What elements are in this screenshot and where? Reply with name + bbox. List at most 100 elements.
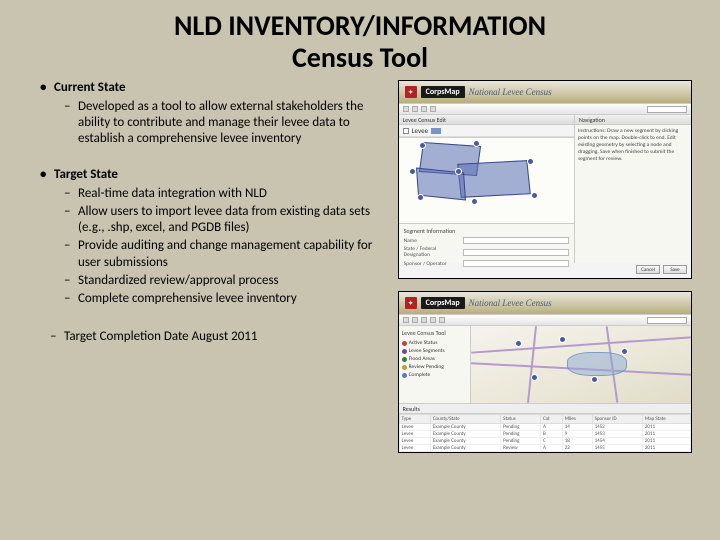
toolbar-button[interactable]: [412, 106, 418, 112]
tree-item-label: Review Pending: [409, 364, 444, 370]
toolbar-button[interactable]: [421, 106, 427, 112]
navigation-instructions: Instructions: Draw a new segment by clic…: [578, 128, 688, 162]
field-label-name: Name: [404, 238, 459, 244]
table-cell: 2011: [642, 431, 690, 438]
table-cell: Example County: [430, 445, 500, 452]
results-title: Results: [399, 404, 691, 414]
target-completion: Target Completion Date August 2011: [40, 329, 386, 345]
name-input[interactable]: [463, 237, 569, 244]
text-column: Current State Developed as a tool to all…: [40, 80, 386, 453]
table-cell: Levee: [399, 438, 430, 445]
map-canvas[interactable]: [399, 137, 574, 223]
table-cell: 18: [562, 438, 592, 445]
status-dot-icon: [402, 373, 407, 378]
layer-label: Levee: [412, 126, 428, 135]
tree-item-label: Active Status: [409, 340, 438, 346]
table-row[interactable]: LeveeExample CountyPendingB914532011: [399, 431, 690, 438]
segment-info-title: Segment Information: [404, 227, 569, 235]
target-item: Provide auditing and change management c…: [54, 238, 386, 271]
layers-panel-header: Levee Census Edit: [399, 115, 574, 125]
toolbar-button[interactable]: [430, 317, 436, 323]
toolbar-button[interactable]: [439, 317, 445, 323]
tree-item-label: Complete: [409, 372, 431, 378]
table-cell: 2011: [642, 445, 690, 452]
target-item: Complete comprehensive levee inventory: [54, 291, 386, 307]
target-item: Real-time data integration with NLD: [54, 186, 386, 202]
table-cell: Pending: [501, 438, 541, 445]
tree-item[interactable]: Review Pending: [402, 364, 467, 370]
table-row[interactable]: LeveeExample CountyPendingA1414522011: [399, 424, 690, 431]
table-header-cell[interactable]: Miles: [562, 415, 592, 424]
tree-item[interactable]: Complete: [402, 372, 467, 378]
search-input[interactable]: [647, 317, 687, 324]
table-header-cell[interactable]: County/State: [430, 415, 500, 424]
table-header-cell[interactable]: Status: [501, 415, 541, 424]
table-cell: C: [540, 438, 562, 445]
slide-title: NLD INVENTORY/INFORMATION Census Tool: [0, 0, 720, 80]
table-cell: 1453: [592, 431, 642, 438]
table-header-cell[interactable]: Cat: [540, 415, 562, 424]
table-row[interactable]: LeveeExample CountyReviewA2214552011: [399, 445, 690, 452]
screenshots-column: ✦ CorpsMap National Levee Census Levee C…: [398, 80, 692, 453]
status-dot-icon: [402, 349, 407, 354]
table-cell: A: [540, 445, 562, 452]
toolbar: [399, 103, 691, 115]
table-cell: Levee: [399, 424, 430, 431]
table-cell: B: [540, 452, 562, 453]
table-row[interactable]: LeveeExample CountyPendingC1814542011: [399, 438, 690, 445]
layer-checkbox[interactable]: [403, 128, 409, 134]
table-cell: Pending: [501, 431, 541, 438]
table-header-cell[interactable]: Sponsor ID: [592, 415, 642, 424]
screenshot-2: ✦ CorpsMap National Levee Census Levee C…: [398, 291, 692, 453]
status-dot-icon: [402, 341, 407, 346]
toolbar-button[interactable]: [403, 106, 409, 112]
table-cell: Example County: [430, 431, 500, 438]
table-cell: 1455: [592, 445, 642, 452]
toolbar-button[interactable]: [412, 317, 418, 323]
target-item: Allow users to import levee data from ex…: [54, 204, 386, 237]
target-state-heading: Target State Real-time data integration …: [40, 167, 386, 307]
table-header-cell[interactable]: Type: [399, 415, 430, 424]
map-canvas[interactable]: [471, 326, 691, 403]
sponsor-input[interactable]: [463, 260, 569, 267]
toolbar-button[interactable]: [421, 317, 427, 323]
table-cell: Levee: [399, 431, 430, 438]
current-state-item: Developed as a tool to allow external st…: [54, 99, 386, 148]
toolbar-button[interactable]: [403, 317, 409, 323]
tree-item[interactable]: Levee Segments: [402, 348, 467, 354]
layer-tree-title: Levee Census Tool: [402, 329, 467, 337]
corps-logo-icon: ✦: [405, 86, 417, 98]
toolbar-button[interactable]: [430, 106, 436, 112]
tree-item[interactable]: Active Status: [402, 340, 467, 346]
field-label-designation: State / Federal Designation: [404, 246, 459, 258]
corps-logo-icon: ✦: [405, 297, 417, 309]
navigation-panel-header: Navigation: [575, 115, 691, 125]
current-state-heading-text: Current State: [54, 80, 126, 95]
table-cell: 1456: [592, 452, 642, 453]
table-header-cell[interactable]: Map State: [642, 415, 690, 424]
brand-corpsmap: CorpsMap: [421, 297, 465, 309]
search-input[interactable]: [647, 106, 687, 113]
brand-subtitle: National Levee Census: [469, 298, 552, 308]
designation-input[interactable]: [463, 249, 569, 256]
tree-item[interactable]: Flood Areas: [402, 356, 467, 362]
table-cell: Levee: [399, 452, 430, 453]
table-row[interactable]: LeveeExample CountyReviewB3114562011: [399, 452, 690, 453]
table-cell: 2011: [642, 452, 690, 453]
table-cell: 14: [562, 424, 592, 431]
target-item: Standardized review/approval process: [54, 273, 386, 289]
table-cell: A: [540, 424, 562, 431]
target-state-heading-text: Target State: [54, 167, 118, 182]
cancel-button[interactable]: Cancel: [636, 265, 660, 274]
toolbar: [399, 314, 691, 326]
table-cell: Example County: [430, 452, 500, 453]
layer-row[interactable]: Levee: [399, 125, 574, 137]
segment-info-panel: Segment Information Name State / Federal…: [399, 223, 574, 263]
save-button[interactable]: Save: [663, 265, 687, 274]
table-cell: B: [540, 431, 562, 438]
brand-corpsmap: CorpsMap: [421, 86, 465, 98]
table-cell: 22: [562, 445, 592, 452]
title-line-1: NLD INVENTORY/INFORMATION: [174, 8, 546, 43]
table-cell: 31: [562, 452, 592, 453]
status-dot-icon: [402, 365, 407, 370]
